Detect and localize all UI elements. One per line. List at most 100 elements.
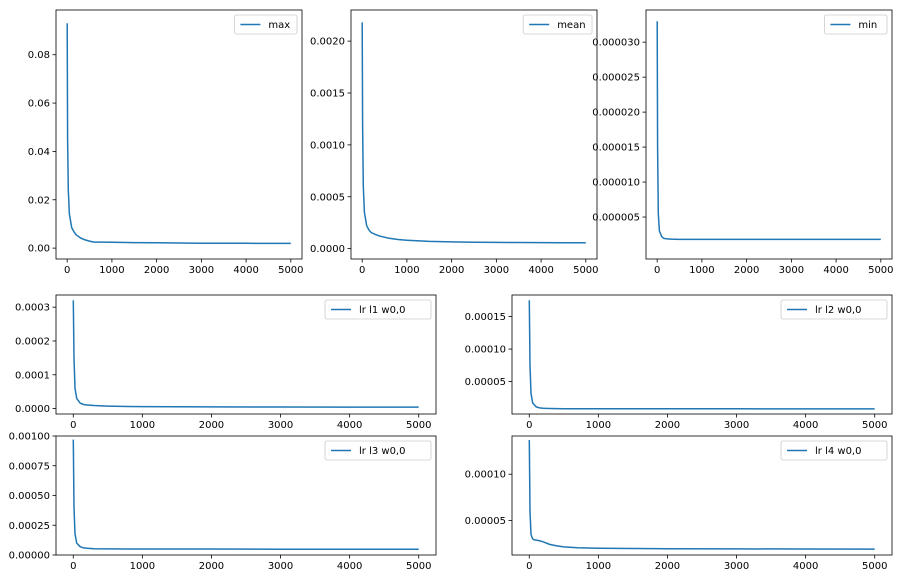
x-tick-label: 0	[526, 561, 532, 572]
y-tick-label: 0.00025	[9, 521, 50, 532]
series-line-1	[361, 22, 586, 244]
legend-box	[824, 14, 888, 35]
x-tick-label: 1000	[394, 265, 419, 276]
y-tick-label: 0.000030	[592, 38, 640, 49]
y-tick-label: 0.00010	[465, 470, 506, 481]
legend: max	[233, 14, 298, 35]
y-tick-label: 0.0020	[310, 37, 345, 48]
x-tick-label: 3000	[724, 561, 749, 572]
x-tick-label: 0	[654, 265, 660, 276]
axes-frame	[55, 294, 437, 415]
legend: lr l1 w0,0	[324, 299, 432, 320]
y-tick-label: 0.000010	[592, 178, 640, 189]
axes-frame	[511, 294, 893, 415]
x-tick-label: 2000	[199, 420, 224, 431]
x-tick-label: 5000	[573, 265, 598, 276]
y-tick-label: 0.00005	[465, 516, 506, 527]
x-tick-label: 2000	[655, 561, 680, 572]
x-tick-label: 3000	[724, 420, 749, 431]
series-line-1	[72, 439, 419, 550]
subplot-2: 0 1000 2000 3000 4000 5000 0.0000 0.0005 0.0010 0…	[310, 9, 599, 276]
legend-label: min	[858, 20, 877, 31]
x-tick-label: 3000	[268, 420, 293, 431]
x-tick-label: 4000	[823, 265, 848, 276]
y-tick-label: 0.000020	[592, 108, 640, 119]
x-tick-label: 0	[70, 561, 76, 572]
legend-label: max	[268, 20, 290, 31]
y-tick-label: 0.0015	[310, 89, 345, 100]
y-tick-label: 0.0010	[310, 140, 345, 151]
legend-box	[233, 14, 298, 35]
legend: lr l3 w0,0	[324, 440, 432, 461]
y-tick-label: 0.0005	[310, 192, 345, 203]
subplot-7: 0 1000 2000 3000 4000 5000 0.00005 0.00010 lr l4…	[465, 435, 893, 572]
axes-frame	[350, 9, 598, 260]
legend-label: mean	[557, 20, 585, 31]
x-tick-label: 5000	[868, 265, 893, 276]
axes-frame	[511, 435, 893, 556]
y-tick-label: 0.06	[28, 99, 50, 110]
series-line-1	[72, 300, 419, 408]
x-tick-label: 1000	[586, 561, 611, 572]
x-tick-label: 1000	[689, 265, 714, 276]
axes-frame	[55, 9, 303, 260]
y-tick-label: 0.00010	[465, 345, 506, 356]
legend: min	[824, 14, 888, 35]
y-tick-label: 0.00005	[465, 377, 506, 388]
subplot-5: 0 1000 2000 3000 4000 5000 0.00005 0.00010 0.000…	[465, 294, 893, 431]
x-tick-label: 5000	[406, 561, 431, 572]
x-tick-label: 3000	[189, 265, 214, 276]
x-tick-label: 4000	[793, 420, 818, 431]
x-tick-label: 3000	[484, 265, 509, 276]
y-tick-label: 0.02	[28, 195, 50, 206]
x-tick-label: 1000	[586, 420, 611, 431]
y-tick-label: 0.00000	[9, 551, 50, 562]
series-line-1	[66, 23, 291, 245]
legend-label: lr l2 w0,0	[815, 305, 861, 316]
series-line-1	[656, 21, 881, 241]
y-tick-label: 0.04	[28, 147, 50, 158]
legend: mean	[522, 14, 593, 35]
x-tick-label: 4000	[233, 265, 258, 276]
legend-box	[522, 14, 593, 35]
y-tick-label: 0.00	[28, 244, 50, 255]
series-line-1	[528, 300, 875, 410]
x-tick-label: 2000	[734, 265, 759, 276]
subplot-6: 0 1000 2000 3000 4000 5000 0.00000 0.00025 0.000…	[9, 432, 437, 572]
x-tick-label: 2000	[144, 265, 169, 276]
y-tick-label: 0.0002	[15, 336, 50, 347]
legend-box	[780, 440, 888, 461]
y-tick-label: 0.0000	[15, 404, 50, 415]
x-tick-label: 0	[70, 420, 76, 431]
legend-label: lr l4 w0,0	[815, 446, 861, 457]
legend-label: lr l3 w0,0	[359, 446, 405, 457]
legend-box	[324, 299, 432, 320]
y-tick-label: 0.0001	[15, 370, 50, 381]
y-tick-label: 0.0000	[310, 244, 345, 255]
x-tick-label: 0	[526, 420, 532, 431]
x-tick-label: 1000	[130, 561, 155, 572]
axes-frame	[645, 9, 893, 260]
y-tick-label: 0.00100	[9, 432, 50, 443]
x-tick-label: 4000	[337, 561, 362, 572]
x-tick-label: 5000	[278, 265, 303, 276]
x-tick-label: 4000	[337, 420, 362, 431]
x-tick-label: 2000	[655, 420, 680, 431]
subplot-4: 0 1000 2000 3000 4000 5000 0.0000 0.0001 0.0002 0…	[15, 294, 437, 431]
subplot-1: 0 1000 2000 3000 4000 5000 0.00 0.02 0.04 0.06 0.0…	[28, 9, 304, 276]
legend-box	[324, 440, 432, 461]
subplot-3: 0 1000 2000 3000 4000 5000 0.000005 0.000010 0.0…	[592, 9, 894, 276]
y-tick-label: 0.08	[28, 50, 50, 61]
y-tick-label: 0.00050	[9, 491, 50, 502]
x-tick-label: 3000	[268, 561, 293, 572]
legend-label: lr l1 w0,0	[359, 305, 405, 316]
x-tick-label: 5000	[862, 420, 887, 431]
x-tick-label: 2000	[199, 561, 224, 572]
x-tick-label: 1000	[99, 265, 124, 276]
x-tick-label: 0	[359, 265, 365, 276]
y-tick-label: 0.00015	[465, 312, 506, 323]
y-tick-label: 0.00075	[9, 461, 50, 472]
y-tick-label: 0.000025	[592, 73, 640, 84]
y-tick-label: 0.000015	[592, 143, 640, 154]
